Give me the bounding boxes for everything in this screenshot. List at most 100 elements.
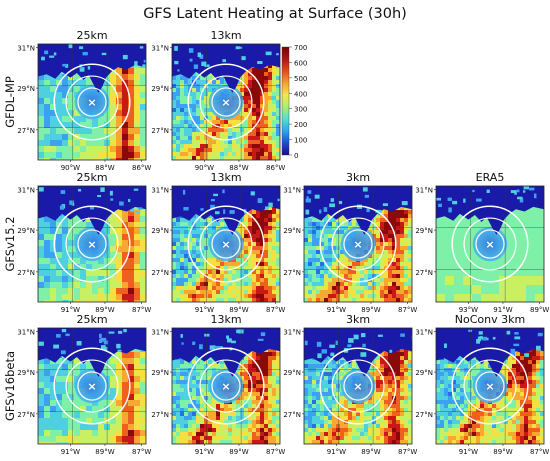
lon-tick-label: 87°W bbox=[132, 306, 151, 314]
panel-frame bbox=[303, 327, 413, 445]
lat-tick-label: 29°N bbox=[17, 227, 35, 235]
colorbar: 700 600 500 400 300 200 100 0 bbox=[281, 44, 307, 160]
radius-circles bbox=[319, 205, 397, 283]
lat-tick-label: 27°N bbox=[151, 269, 169, 277]
lon-tick-label: 90°W bbox=[195, 164, 214, 172]
lat-tick-label: 29°N bbox=[415, 369, 433, 377]
land-mask bbox=[38, 44, 146, 93]
radius-circles bbox=[451, 347, 529, 425]
lon-tick-label: 86°W bbox=[132, 164, 151, 172]
map-panel: × 25km 31°N 29°N 27°N 90°W 88°W 86°W bbox=[17, 29, 151, 172]
land-mask bbox=[304, 186, 412, 235]
lat-tick-label: 31°N bbox=[151, 328, 169, 336]
lat-tick-label: 31°N bbox=[283, 328, 301, 336]
colorbar-tick-label: 600 bbox=[294, 59, 307, 67]
lat-tick-label: 29°N bbox=[17, 85, 35, 93]
graticule bbox=[38, 44, 146, 160]
lat-tick-label: 27°N bbox=[151, 127, 169, 135]
lon-tick-label: 89°W bbox=[229, 306, 248, 314]
colorbar-tick-label: 100 bbox=[294, 137, 307, 145]
lon-tick-label: 89°W bbox=[95, 306, 114, 314]
panel-title: ERA5 bbox=[476, 171, 505, 184]
storm-center-marker: × bbox=[353, 238, 362, 251]
lat-tick-label: 31°N bbox=[17, 186, 35, 194]
lon-tick-label: 88°W bbox=[229, 164, 248, 172]
panel-frame bbox=[303, 185, 413, 303]
panel-frame bbox=[37, 43, 147, 161]
panel-title: 25km bbox=[76, 171, 107, 184]
row-label: GFSv16beta bbox=[3, 351, 17, 421]
panel-frame bbox=[37, 185, 147, 303]
lat-tick-label: 31°N bbox=[17, 328, 35, 336]
storm-center-marker: × bbox=[87, 96, 96, 109]
panel-frame bbox=[435, 327, 545, 445]
lat-tick-label: 27°N bbox=[415, 269, 433, 277]
heatmap-field bbox=[436, 328, 544, 444]
panel-title: 25km bbox=[76, 313, 107, 326]
storm-center-marker: × bbox=[221, 238, 230, 251]
lat-tick-label: 27°N bbox=[17, 269, 35, 277]
lon-tick-label: 87°W bbox=[530, 448, 549, 456]
lat-tick-label: 29°N bbox=[283, 369, 301, 377]
colorbar-tick-label: 700 bbox=[294, 44, 307, 52]
heatmap-field bbox=[304, 328, 412, 444]
heatmap-field bbox=[436, 186, 544, 302]
storm-center-marker: × bbox=[221, 96, 230, 109]
lat-tick-label: 29°N bbox=[151, 85, 169, 93]
lat-tick-label: 27°N bbox=[17, 127, 35, 135]
radius-circles bbox=[53, 347, 131, 425]
map-panel: × NoConv 3km 31°N 29°N 27°N 91°W 89°W 87°W bbox=[415, 313, 549, 456]
colorbar-tick-label: 300 bbox=[294, 106, 307, 114]
radius-circles bbox=[53, 63, 131, 141]
lon-tick-label: 89°W bbox=[95, 448, 114, 456]
colorbar-tick-label: 0 bbox=[294, 152, 298, 160]
colorbar-gradient bbox=[281, 46, 290, 156]
lon-tick-label: 89°W bbox=[361, 448, 380, 456]
colorbar-tick-label: 400 bbox=[294, 90, 307, 98]
figure-title: GFS Latent Heating at Surface (30h) bbox=[143, 6, 407, 22]
land-mask bbox=[172, 186, 280, 235]
heatmap-field bbox=[38, 328, 146, 444]
lon-tick-label: 89°W bbox=[530, 306, 549, 314]
lat-tick-label: 31°N bbox=[151, 44, 169, 52]
land-mask bbox=[304, 328, 412, 377]
land-mask bbox=[436, 186, 544, 235]
lon-tick-label: 91°W bbox=[61, 448, 80, 456]
lat-tick-label: 31°N bbox=[17, 44, 35, 52]
lat-tick-label: 31°N bbox=[151, 186, 169, 194]
row-1: GFSv15.2 × 25km 31°N 29°N 27°N 91°W 89°W 87°W × 13… bbox=[3, 171, 549, 314]
lon-tick-label: 91°W bbox=[327, 306, 346, 314]
heatmap-field bbox=[172, 186, 280, 302]
storm-center-marker: × bbox=[221, 380, 230, 393]
lon-tick-label: 90°W bbox=[61, 164, 80, 172]
land-mask bbox=[172, 328, 280, 377]
map-panel: × 13km 31°N 29°N 27°N 91°W 89°W 87°W bbox=[151, 313, 285, 456]
storm-center-marker: × bbox=[87, 380, 96, 393]
lon-tick-label: 91°W bbox=[195, 448, 214, 456]
heatmap-field bbox=[172, 44, 280, 160]
radius-circles bbox=[451, 205, 529, 283]
row-label: GFSv15.2 bbox=[3, 216, 17, 271]
lat-tick-label: 31°N bbox=[283, 186, 301, 194]
map-panel: × ERA5 31°N 29°N 27°N 93°W 91°W 89°W bbox=[415, 171, 549, 314]
panel-title: 25km bbox=[76, 29, 107, 42]
panel-frame bbox=[171, 43, 281, 161]
radius-circles bbox=[187, 205, 265, 283]
heatmap-field bbox=[38, 44, 146, 160]
lat-tick-label: 31°N bbox=[415, 328, 433, 336]
storm-center-marker: × bbox=[353, 380, 362, 393]
panel-frame bbox=[171, 327, 281, 445]
map-panel: × 25km 31°N 29°N 27°N 91°W 89°W 87°W bbox=[17, 313, 151, 456]
lon-tick-label: 87°W bbox=[132, 448, 151, 456]
map-panel: × 3km 31°N 29°N 27°N 91°W 89°W 87°W bbox=[283, 313, 417, 456]
lon-tick-label: 88°W bbox=[95, 164, 114, 172]
lon-tick-label: 89°W bbox=[493, 448, 512, 456]
panel-frame bbox=[435, 185, 545, 303]
lat-tick-label: 29°N bbox=[283, 227, 301, 235]
lon-tick-label: 89°W bbox=[229, 448, 248, 456]
lat-tick-label: 29°N bbox=[17, 369, 35, 377]
graticule bbox=[172, 44, 280, 160]
land-mask bbox=[38, 328, 146, 377]
